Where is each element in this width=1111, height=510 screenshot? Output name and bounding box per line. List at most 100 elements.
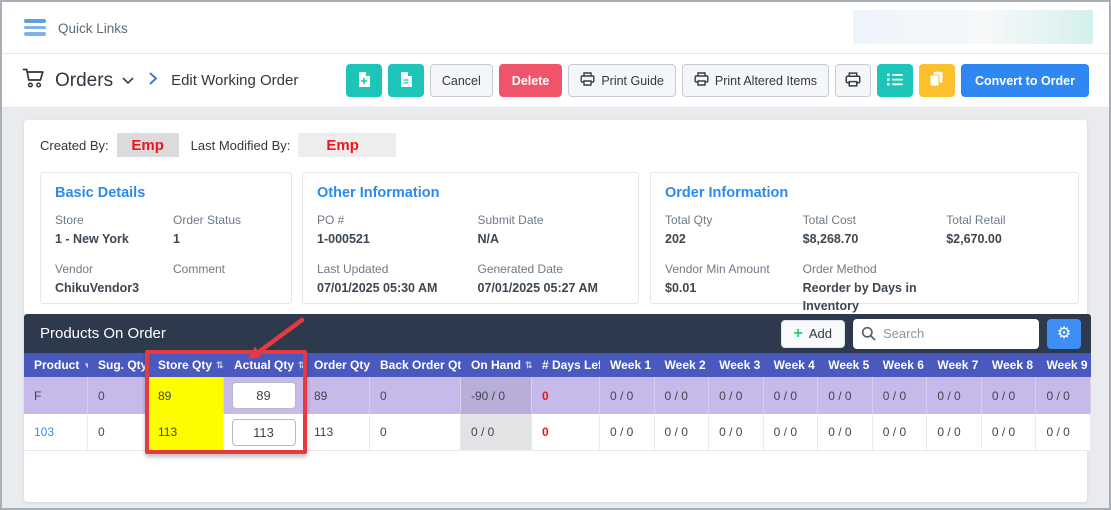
export-file-button[interactable] (387, 64, 424, 97)
chevron-down-icon[interactable] (122, 72, 134, 90)
cell-week-7: 0 / 0 (927, 377, 982, 414)
cell-week-2: 0 / 0 (655, 377, 710, 414)
export-file-plus-button[interactable] (345, 64, 382, 97)
actual-qty-input[interactable] (231, 418, 296, 446)
col-week-5[interactable]: Week 5⇅ (828, 358, 870, 372)
copy-button[interactable] (918, 64, 955, 97)
col-week-4[interactable]: Week 4⇅ (773, 358, 815, 372)
cell-week-9: 0 / 0 (1036, 414, 1091, 450)
products-header: Products On Order + Add ⚙ (24, 314, 1091, 353)
basic-details-title: Basic Details (55, 185, 146, 201)
cell-week-6: 0 / 0 (873, 414, 928, 450)
print-guide-button[interactable]: Print Guide (568, 64, 676, 97)
col-actual-qty[interactable]: Actual Qty⇅ (224, 353, 304, 377)
top-bar: Quick Links (2, 2, 1109, 54)
other-information-panel: Other Information PO # 1-000521 Submit D… (302, 172, 639, 304)
table-row: 103 0 113 113 0 0 / 0 0 0 / 0 0 / 0 0 / … (24, 414, 1091, 451)
col-days-left[interactable]: # Days Left⇅ (542, 358, 600, 372)
field-vendor-min-amount: Vendor Min Amount $0.01 (665, 262, 770, 296)
sort-icon: ⇅ (216, 359, 224, 370)
col-on-hand[interactable]: On Hand ⇅ (471, 358, 532, 372)
cell-week-9: 0 / 0 (1036, 377, 1091, 414)
print-guide-label: Print Guide (601, 73, 664, 88)
actual-qty-input[interactable] (231, 382, 296, 409)
order-information-panel: Order Information Total Qty 202 Total Co… (650, 172, 1079, 313)
cell-week-8: 0 / 0 (982, 414, 1037, 450)
printer-icon (694, 72, 709, 89)
col-week-7[interactable]: Week 7⇅ (937, 358, 979, 372)
basic-details-panel: Basic Details Store 1 - New York Order S… (40, 172, 292, 304)
breadcrumb: Orders Edit Working Order (22, 54, 298, 107)
field-po-number: PO # 1-000521 (317, 213, 370, 246)
cell-week-1: 0 / 0 (600, 414, 655, 450)
col-week-6[interactable]: Week 6⇅ (882, 358, 924, 372)
content-card: Created By: Emp Last Modified By: Emp Ex… (24, 120, 1091, 502)
col-order-qty[interactable]: Order Qty⇅ (314, 358, 370, 372)
cell-week-4: 0 / 0 (764, 377, 819, 414)
gear-icon: ⚙ (1056, 324, 1072, 342)
table-header-row: Product▼ Sug. Qty⇅ Store Qty⇅ Actual Qty… (24, 353, 1091, 377)
sort-icon: ⇅ (525, 359, 532, 370)
cell-week-5: 0 / 0 (818, 377, 873, 414)
menu-icon[interactable] (24, 19, 46, 36)
printer-icon (845, 71, 861, 90)
plus-icon: + (793, 324, 803, 342)
col-product[interactable]: Product▼ (24, 353, 88, 377)
cell-sug-qty: 0 (88, 414, 148, 450)
print-altered-items-button[interactable]: Print Altered Items (681, 64, 829, 97)
cell-actual-qty (224, 414, 304, 450)
search-input[interactable] (853, 318, 1039, 349)
created-by-label: Created By: (40, 137, 109, 153)
col-sug-qty[interactable]: Sug. Qty⇅ (98, 358, 148, 372)
field-last-updated: Last Updated 07/01/2025 05:30 AM (317, 262, 438, 296)
field-generated-date: Generated Date 07/01/2025 05:27 AM (477, 262, 598, 296)
copy-icon (929, 71, 944, 90)
cell-sug-qty: 0 (88, 377, 148, 414)
file-plus-icon (357, 71, 371, 91)
col-week-2[interactable]: Week 2⇅ (664, 358, 706, 372)
cell-week-8: 0 / 0 (982, 377, 1037, 414)
chevron-right-icon (149, 72, 158, 90)
cell-week-5: 0 / 0 (818, 414, 873, 450)
convert-to-order-button[interactable]: Convert to Order (960, 64, 1089, 97)
col-week-8[interactable]: Week 8⇅ (991, 358, 1034, 372)
cell-week-7: 0 / 0 (927, 414, 982, 450)
order-information-title: Order Information (665, 185, 789, 201)
list-icon (886, 73, 903, 89)
modified-by-value: Emp (298, 133, 397, 157)
print-button[interactable] (834, 64, 871, 97)
table-row: F 0 89 89 0 -90 / 0 0 0 / 0 0 / 0 0 / 0 … (24, 377, 1091, 414)
col-back-order-qty[interactable]: Back Order Qty⇅ (380, 358, 461, 372)
printer-icon (580, 72, 595, 89)
audit-row: Created By: Emp Last Modified By: Emp (40, 133, 397, 157)
col-week-3[interactable]: Week 3⇅ (719, 358, 761, 372)
cell-store-qty: 89 (148, 377, 224, 414)
settings-button[interactable]: ⚙ (1047, 318, 1081, 349)
list-view-button[interactable] (876, 64, 913, 97)
cart-icon (22, 67, 46, 94)
add-product-button[interactable]: + Add (780, 319, 845, 348)
field-total-qty: Total Qty 202 (665, 213, 713, 246)
file-icon (399, 71, 413, 91)
cell-back-order-qty: 0 (370, 377, 461, 414)
cell-product-link[interactable]: 103 (24, 414, 88, 450)
delete-button[interactable]: Delete (498, 64, 563, 97)
cell-days-left: 0 (532, 414, 600, 450)
cell-week-6: 0 / 0 (873, 377, 928, 414)
created-by-value: Emp (116, 133, 179, 157)
section-title-orders[interactable]: Orders (55, 69, 114, 91)
toolbar: Cancel Delete Print Guide Print Altered … (345, 64, 1089, 97)
col-week-1[interactable]: Week 1⇅ (610, 358, 652, 372)
field-submit-date: Submit Date N/A (477, 213, 544, 246)
products-title: Products On Order (40, 325, 166, 342)
cancel-button[interactable]: Cancel (429, 64, 493, 97)
cell-week-3: 0 / 0 (709, 377, 764, 414)
col-week-9[interactable]: Week 9⇅ (1046, 358, 1088, 372)
cell-order-qty: 89 (304, 377, 370, 414)
modified-by-label: Last Modified By: (190, 137, 291, 153)
field-total-cost: Total Cost $8,268.70 (802, 213, 859, 246)
col-store-qty[interactable]: Store Qty ⇅ (158, 358, 224, 372)
quick-links-link[interactable]: Quick Links (58, 21, 128, 36)
field-vendor: Vendor ChikuVendor3 (55, 262, 140, 296)
